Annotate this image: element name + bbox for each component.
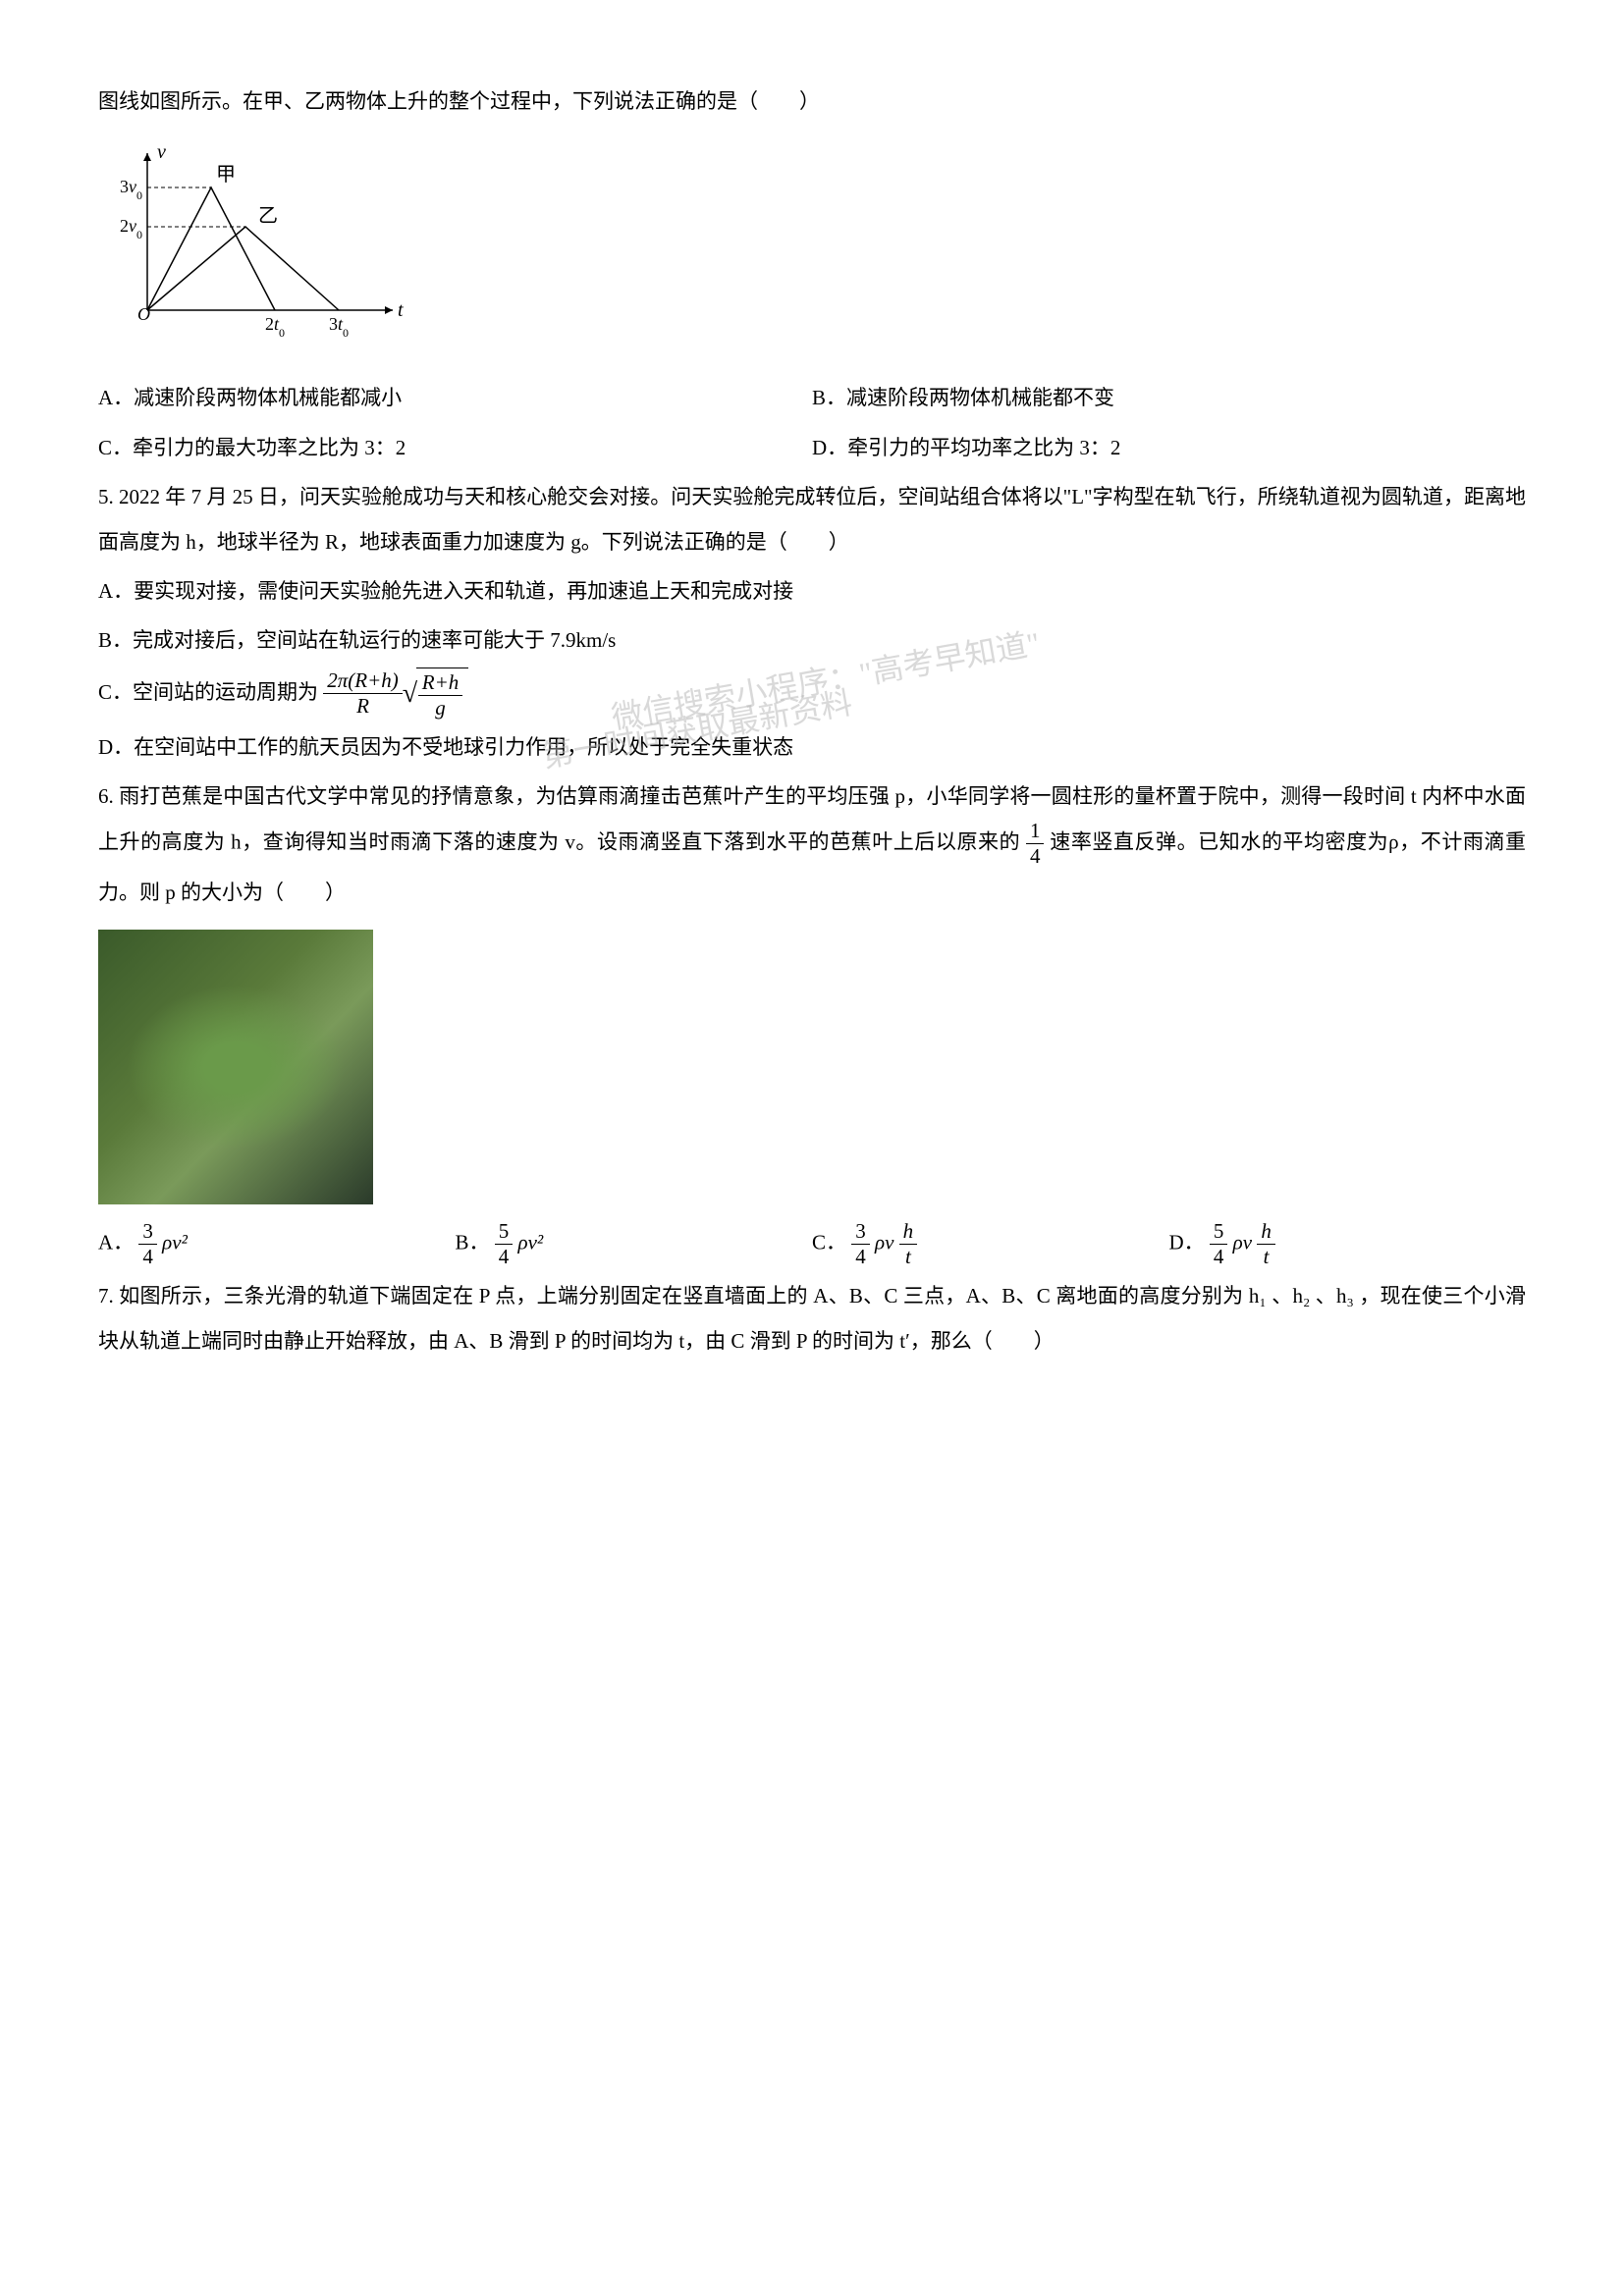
- svg-text:2t0: 2t0: [265, 314, 285, 340]
- q6-quarter-num: 1: [1026, 819, 1045, 844]
- q4-intro-text: 图线如图所示。在甲、乙两物体上升的整个过程中，下列说法正确的是（ ）: [98, 79, 1526, 124]
- banana-leaf-photo: [98, 930, 373, 1204]
- q5-option-b: B．完成对接后，空间站在轨运行的速率可能大于 7.9km/s: [98, 617, 1526, 663]
- svg-text:t: t: [398, 299, 404, 321]
- q5-c-prefix: C．空间站的运动周期为: [98, 680, 318, 704]
- q6-option-d: D． 5 4 ρv h t: [1169, 1219, 1527, 1269]
- q6-b-suffix: ρv²: [518, 1230, 544, 1254]
- q5-stem: 5. 2022 年 7 月 25 日，问天实验舱成功与天和核心舱交会对接。问天实…: [98, 474, 1526, 564]
- q5-option-d: D．在空间站中工作的航天员因为不受地球引力作用，所以处于完全失重状态: [98, 724, 1526, 770]
- q5-option-a: A．要实现对接，需使问天实验舱先进入天和轨道，再加速追上天和完成对接: [98, 568, 1526, 614]
- q5-sqrt-num: R+h: [418, 670, 463, 696]
- q5-sqrt-den: g: [418, 696, 463, 721]
- q6-option-b: B． 5 4 ρv²: [456, 1219, 813, 1269]
- q6-quarter-den: 4: [1026, 844, 1045, 869]
- q6-b-den: 4: [495, 1245, 514, 1269]
- svg-text:3t0: 3t0: [329, 314, 349, 340]
- q6-a-den: 4: [138, 1245, 157, 1269]
- svg-text:乙: 乙: [258, 205, 278, 227]
- q5-c-fraction1: 2π(R+h) R: [323, 668, 403, 719]
- q6-option-a: A． 3 4 ρv²: [98, 1219, 456, 1269]
- q6-c-frac-num: h: [899, 1219, 918, 1245]
- q6-quarter-fraction: 1 4: [1026, 819, 1045, 869]
- q6-c-prefix: C．: [812, 1230, 846, 1254]
- q4-option-d: D．牵引力的平均功率之比为 3：2: [812, 425, 1526, 470]
- q4-option-a: A．减速阶段两物体机械能都减小: [98, 375, 812, 420]
- q6-d-mid: ρv: [1233, 1230, 1252, 1254]
- q6-d-den: 4: [1210, 1245, 1228, 1269]
- svg-text:v: v: [157, 143, 166, 163]
- q7-stem: 7. 如图所示，三条光滑的轨道下端固定在 P 点，上端分别固定在竖直墙面上的 A…: [98, 1273, 1526, 1363]
- q6-a-num: 3: [138, 1219, 157, 1245]
- q6-c-frac-den: t: [899, 1245, 918, 1269]
- q5-c-sqrt: √ R+h g: [403, 667, 469, 721]
- q5-option-c: C．空间站的运动周期为 2π(R+h) R √ R+h g: [98, 667, 1526, 721]
- q6-b-num: 5: [495, 1219, 514, 1245]
- q6-stem: 6. 雨打芭蕉是中国古代文学中常见的抒情意象，为估算雨滴撞击芭蕉叶产生的平均压强…: [98, 774, 1526, 915]
- q5-frac1-den: R: [323, 694, 403, 719]
- q4-option-c: C．牵引力的最大功率之比为 3：2: [98, 425, 812, 470]
- svg-text:3v0: 3v0: [120, 177, 142, 202]
- q6-a-suffix: ρv²: [162, 1230, 188, 1254]
- q6-a-prefix: A．: [98, 1230, 134, 1254]
- q6-d-frac-num: h: [1257, 1219, 1275, 1245]
- q4-option-b: B．减速阶段两物体机械能都不变: [812, 375, 1526, 420]
- q5-frac1-num: 2π(R+h): [323, 668, 403, 694]
- q6-b-prefix: B．: [456, 1230, 490, 1254]
- q6-c-mid: ρv: [875, 1230, 893, 1254]
- q6-d-prefix: D．: [1169, 1230, 1205, 1254]
- q6-c-num: 3: [851, 1219, 870, 1245]
- q6-option-c: C． 3 4 ρv h t: [812, 1219, 1169, 1269]
- q6-c-den: 4: [851, 1245, 870, 1269]
- svg-text:2v0: 2v0: [120, 216, 142, 241]
- q6-d-num: 5: [1210, 1219, 1228, 1245]
- q6-d-frac-den: t: [1257, 1245, 1275, 1269]
- velocity-time-graph: v t O 3v0 2v0 2t0 3t0 甲 乙: [118, 143, 1526, 355]
- svg-text:甲: 甲: [216, 164, 236, 186]
